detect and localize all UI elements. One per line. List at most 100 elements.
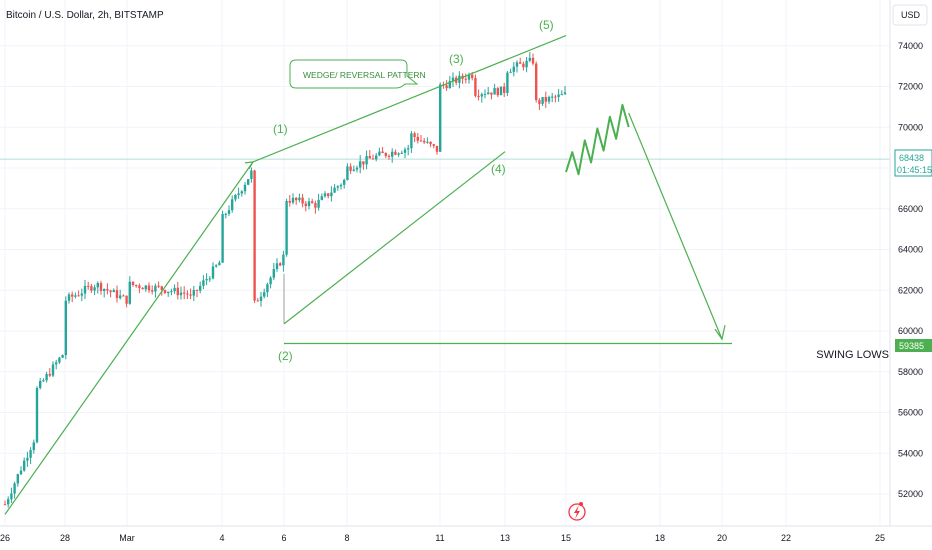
candle-body: [243, 184, 247, 192]
candle-body: [381, 151, 384, 154]
candle-body: [557, 94, 560, 97]
candle-body: [269, 277, 272, 285]
candle-body: [176, 287, 179, 296]
candle-body: [160, 286, 163, 291]
candle-body: [237, 193, 240, 195]
candle-body: [352, 169, 355, 171]
pattern-label: WEDGE/ REVERSAL PATTERN: [303, 70, 426, 80]
candle-body: [403, 149, 407, 153]
y-tick-label: 70000: [898, 122, 923, 132]
y-tick-label: 74000: [898, 41, 923, 51]
candle-body: [147, 285, 151, 291]
candle-body: [304, 203, 307, 207]
candle-body: [474, 77, 477, 96]
x-tick-label: 25: [875, 533, 885, 543]
candle-body: [541, 97, 544, 104]
y-tick-label: 64000: [898, 245, 923, 255]
candle-body: [93, 287, 96, 291]
candle-body: [250, 170, 253, 180]
candle-body: [490, 92, 493, 95]
x-tick-label: 4: [219, 533, 224, 543]
candle-body: [298, 197, 301, 201]
candle-body: [387, 155, 391, 157]
swing-low-price-badge: 59385: [895, 339, 932, 352]
candle-body: [77, 295, 80, 297]
candle-body: [163, 290, 167, 294]
candle-body: [227, 210, 231, 214]
candle-body: [295, 197, 298, 201]
candle-body: [419, 140, 423, 142]
candle-body: [330, 192, 333, 197]
candle-body: [451, 77, 455, 82]
candle-body: [240, 191, 243, 194]
candle-body: [211, 266, 215, 279]
candle-body: [477, 95, 480, 97]
candle-body: [96, 283, 99, 288]
candle-body: [471, 74, 474, 78]
y-tick-label: 62000: [898, 285, 923, 295]
x-tick-label: 26: [0, 533, 10, 543]
candle-body: [157, 285, 160, 287]
candle-body: [279, 263, 282, 266]
candle-body: [314, 203, 317, 208]
candle-body: [253, 170, 256, 301]
candle-body: [247, 179, 250, 185]
candle-body: [71, 294, 74, 297]
candle-body: [416, 136, 419, 141]
currency-button[interactable]: USD: [892, 4, 928, 26]
candle-body: [448, 81, 451, 89]
candle-body: [426, 141, 429, 143]
flash-event-icon[interactable]: [568, 502, 586, 521]
candle-body: [74, 295, 77, 297]
candle-body: [307, 201, 311, 207]
candle-body: [32, 442, 35, 451]
candle-body: [538, 100, 541, 104]
candle-body: [413, 133, 416, 137]
impulse-line: [4, 161, 254, 515]
candle-body: [61, 355, 64, 358]
candle-body: [285, 200, 288, 255]
x-tick-label: 20: [717, 533, 727, 543]
candle-body: [544, 97, 547, 102]
candle-body: [282, 254, 285, 266]
x-tick-label: 15: [561, 533, 571, 543]
candle-body: [259, 296, 263, 302]
candle-body: [551, 96, 554, 98]
wave-label-1: (1): [273, 122, 288, 136]
candle-body: [266, 284, 269, 293]
candle-body: [218, 262, 221, 266]
candle-body: [480, 94, 483, 97]
candle-body: [138, 285, 141, 289]
candle-body: [199, 285, 202, 291]
candle-body: [83, 285, 87, 294]
candle-body: [19, 470, 23, 475]
candle-body: [311, 201, 314, 204]
current-price: 68438: [899, 153, 924, 163]
candle-body: [317, 199, 320, 208]
x-tick-label: 22: [781, 533, 791, 543]
candle-body: [365, 156, 368, 165]
candle-body: [189, 294, 192, 296]
candle-body: [234, 194, 237, 200]
candle-body: [528, 57, 531, 61]
swing-low-price: 59385: [899, 341, 924, 351]
wedge-upper-line: [252, 35, 567, 163]
candle-body: [410, 133, 413, 149]
candle-body: [202, 280, 205, 286]
candles: [3, 52, 567, 508]
candle-body: [503, 86, 506, 93]
x-tick-label: 8: [344, 533, 349, 543]
candle-body: [87, 285, 90, 287]
candle-body: [333, 187, 336, 193]
candle-body: [58, 357, 61, 363]
candle-body: [7, 499, 10, 505]
candle-body: [128, 281, 131, 304]
projected-drop-arrowhead: [714, 325, 726, 341]
candle-body: [167, 291, 170, 294]
grid: [0, 0, 890, 526]
candle-body: [519, 62, 522, 64]
candle-body: [80, 293, 83, 296]
candle-body: [368, 156, 371, 159]
